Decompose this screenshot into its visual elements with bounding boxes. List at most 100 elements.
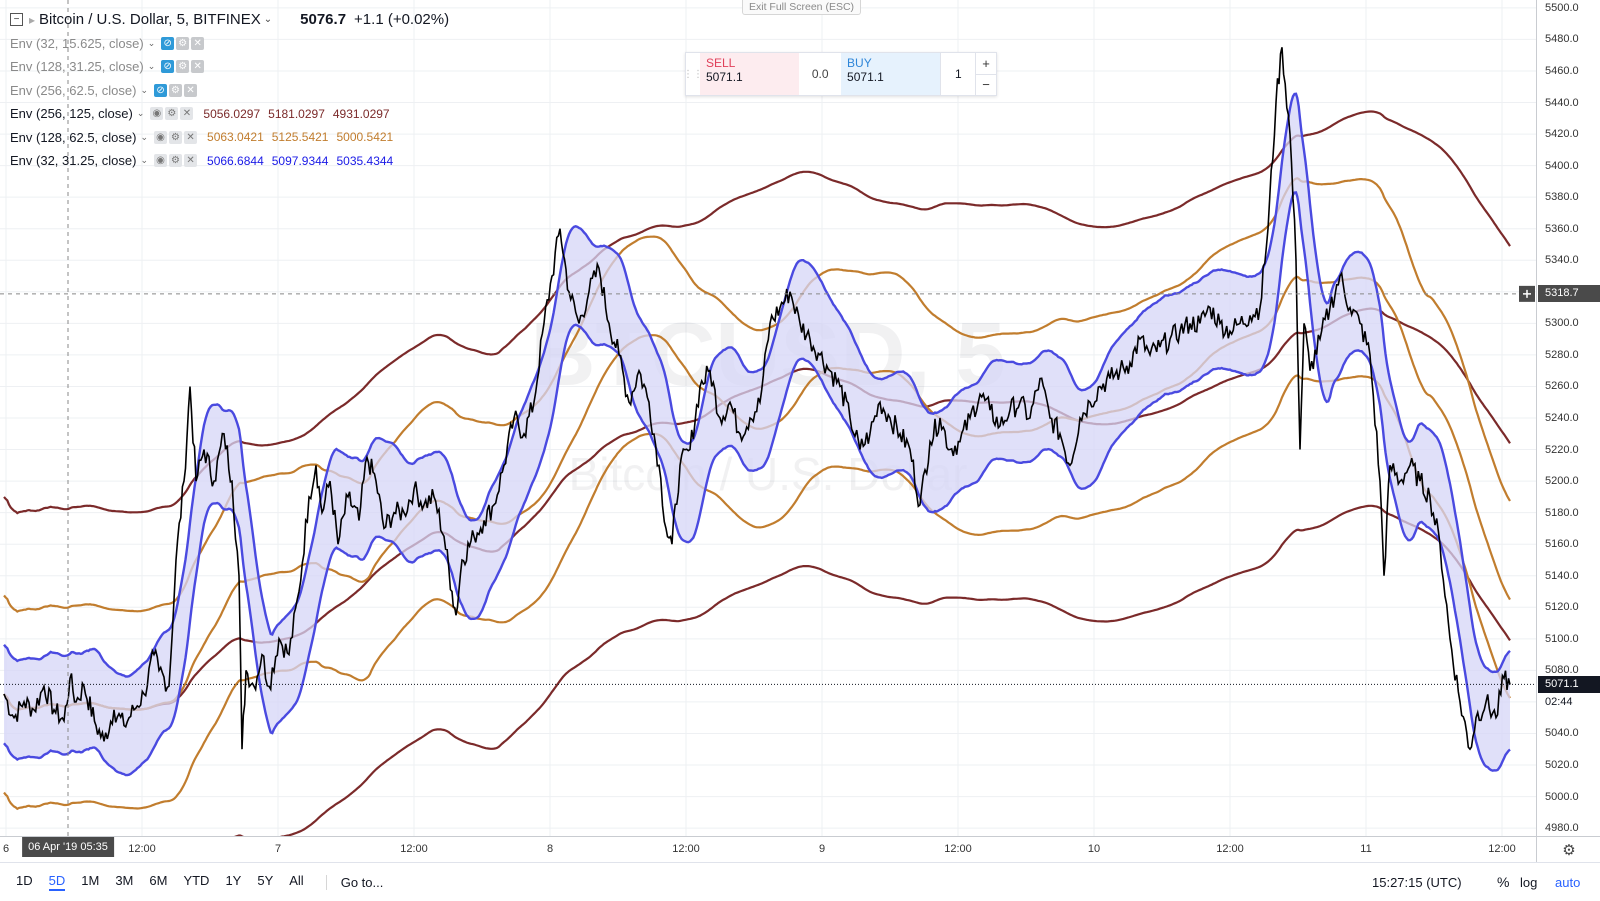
indicator-value: 5181.0297: [268, 106, 325, 121]
price-tick-label: 5440.0: [1545, 96, 1579, 109]
close-icon[interactable]: ✕: [184, 130, 198, 144]
indicator-value: 5097.9344: [271, 153, 329, 168]
time-tick-label: 11: [1360, 843, 1372, 855]
sell-button[interactable]: SELL 5071.1: [700, 53, 800, 95]
indicator-legend-row: Env (128, 31.25, close) ⌄ ⊘ ⚙ ✕: [10, 55, 449, 79]
quantity-input[interactable]: 1: [940, 53, 975, 95]
auto-scale-toggle[interactable]: auto: [1555, 874, 1581, 890]
range-button-1d[interactable]: 1D: [16, 873, 33, 888]
chevron-down-icon[interactable]: ⌄: [147, 61, 156, 72]
price-tick-label: 5080.0: [1545, 664, 1579, 677]
price-tick-label: 5380.0: [1545, 191, 1579, 204]
time-tick-label: 12:00: [400, 843, 428, 855]
eye-icon[interactable]: ◉: [150, 107, 164, 121]
time-tick-label: 12:00: [1216, 843, 1244, 855]
exit-fullscreen-button[interactable]: Exit Full Screen (ESC): [742, 0, 862, 15]
indicator-label[interactable]: Env (128, 31.25, close): [10, 59, 144, 75]
range-button-5d[interactable]: 5D: [48, 873, 66, 891]
close-icon[interactable]: ✕: [184, 154, 198, 168]
env128-upper: [3, 177, 1511, 613]
close-icon[interactable]: ✕: [180, 107, 194, 121]
gear-icon[interactable]: ⚙: [1536, 836, 1600, 863]
indicator-label[interactable]: Env (32, 31.25, close): [10, 153, 137, 169]
sell-label: SELL: [706, 56, 736, 70]
price-tick-label: 5420.0: [1545, 128, 1579, 141]
chart-area[interactable]: BTCUSD, 5 Bitcoin / U.S. Dollar − ▸ Bitco…: [0, 0, 1536, 836]
indicator-label[interactable]: Env (256, 62.5, close): [10, 82, 137, 98]
buy-button[interactable]: BUY 5071.1: [841, 53, 941, 95]
add-alert-icon[interactable]: [1519, 285, 1535, 302]
price-tick-label: 5240.0: [1545, 412, 1579, 424]
indicator-value: 5035.4344: [336, 153, 394, 168]
indicator-legend-row: Env (32, 31.25, close) ⌄ ◉ ⚙ ✕ 5066.6844 5097.…: [10, 149, 449, 173]
indicator-label[interactable]: Env (256, 125, close): [10, 106, 133, 122]
price-scale[interactable]: 5500.0 5480.0 5460.0 5440.0 5420.0 5400.0 5380…: [1536, 0, 1600, 836]
time-tick-label: 12:00: [944, 843, 972, 855]
indicator-value: 5000.5421: [336, 130, 394, 145]
chevron-down-icon[interactable]: ⌄: [147, 37, 156, 48]
indicator-label[interactable]: Env (128, 62.5, close): [10, 129, 137, 145]
symbol-title[interactable]: Bitcoin / U.S. Dollar, 5, BITFINEX: [39, 11, 261, 29]
gear-icon[interactable]: ⚙: [169, 83, 183, 97]
indicator-legend-row: Env (256, 125, close) ⌄ ◉ ⚙ ✕ 5056.0297 5181.0…: [10, 102, 449, 126]
gear-icon[interactable]: ⚙: [176, 36, 190, 50]
time-tick-label: 7: [274, 843, 282, 855]
eye-off-icon[interactable]: ⊘: [154, 83, 168, 97]
gear-icon[interactable]: ⚙: [169, 130, 183, 144]
price-tick-label: 5340.0: [1545, 254, 1579, 267]
gear-icon[interactable]: ⚙: [165, 107, 179, 121]
close-icon[interactable]: ✕: [184, 83, 198, 97]
range-button-all[interactable]: All: [289, 873, 304, 888]
log-scale-toggle[interactable]: log: [1520, 874, 1538, 890]
time-tick-label: 8: [546, 843, 554, 855]
gear-icon[interactable]: ⚙: [176, 60, 190, 74]
time-scale[interactable]: 6 12:00 7 12:00 8 12:00 9 12:00 10 12:00 11 12:00 06…: [0, 836, 1536, 863]
close-icon[interactable]: ✕: [191, 60, 205, 74]
clock[interactable]: 15:27:15 (UTC): [1372, 874, 1462, 890]
indicator-value: 5056.0297: [203, 106, 261, 121]
time-tick-label: 9: [818, 843, 826, 855]
price-tick-label: 5400.0: [1545, 159, 1579, 172]
indicator-value: 4931.0297: [332, 106, 390, 121]
indicator-value: 5066.6844: [207, 153, 264, 168]
price-tick-label: 5300.0: [1545, 317, 1579, 330]
range-button-3m[interactable]: 3M: [115, 873, 134, 888]
price-tick-label: 5020.0: [1545, 759, 1579, 772]
range-button-1m[interactable]: 1M: [81, 873, 100, 888]
chevron-down-icon[interactable]: ⌄: [136, 108, 145, 119]
price-tick-label: 5160.0: [1545, 538, 1579, 551]
collapse-legend-button[interactable]: −: [10, 13, 23, 27]
chevron-down-icon[interactable]: ⌄: [140, 155, 149, 166]
range-button-6m[interactable]: 6M: [149, 873, 168, 888]
range-button-5y[interactable]: 5Y: [257, 873, 274, 888]
legend: − ▸ Bitcoin / U.S. Dollar, 5, BITFINEX ⌄…: [10, 8, 449, 173]
price-tick-label: 5040.0: [1545, 727, 1579, 740]
eye-off-icon[interactable]: ⊘: [161, 60, 175, 74]
gear-icon[interactable]: ⚙: [169, 154, 183, 168]
chevron-down-icon[interactable]: ⌄: [140, 84, 149, 95]
env32-fill: [4, 93, 1510, 776]
percent-scale-toggle[interactable]: %: [1497, 874, 1510, 890]
goto-button[interactable]: Go to...: [325, 874, 383, 890]
eye-icon[interactable]: ◉: [154, 130, 168, 144]
chevron-down-icon[interactable]: ⌄: [263, 14, 273, 26]
range-button-1y[interactable]: 1Y: [225, 873, 242, 888]
range-button-ytd[interactable]: YTD: [183, 873, 210, 888]
env128-lower: [3, 374, 1511, 811]
price-tick-label: 5000.0: [1545, 790, 1579, 803]
drag-handle-icon[interactable]: ⋮⋮: [683, 68, 703, 80]
indicator-label[interactable]: Env (32, 15.625, close): [10, 35, 144, 51]
increase-quantity-button[interactable]: +: [976, 53, 997, 75]
indicator-value: 5063.0421: [207, 130, 264, 145]
indicator-legend-row: Env (32, 15.625, close) ⌄ ⊘ ⚙ ✕: [10, 32, 449, 56]
eye-off-icon[interactable]: ⊘: [161, 36, 175, 50]
env256-upper: [3, 110, 1511, 515]
price-tick-label: 5220.0: [1545, 443, 1579, 456]
eye-icon[interactable]: ◉: [154, 154, 168, 168]
crosshair-time-label: 06 Apr '19 05:35: [22, 837, 114, 857]
decrease-quantity-button[interactable]: −: [982, 77, 990, 93]
price-tick-label: 5460.0: [1545, 64, 1579, 77]
chevron-down-icon[interactable]: ⌄: [140, 131, 149, 142]
buy-price: 5071.1: [847, 70, 884, 84]
close-icon[interactable]: ✕: [191, 36, 205, 50]
